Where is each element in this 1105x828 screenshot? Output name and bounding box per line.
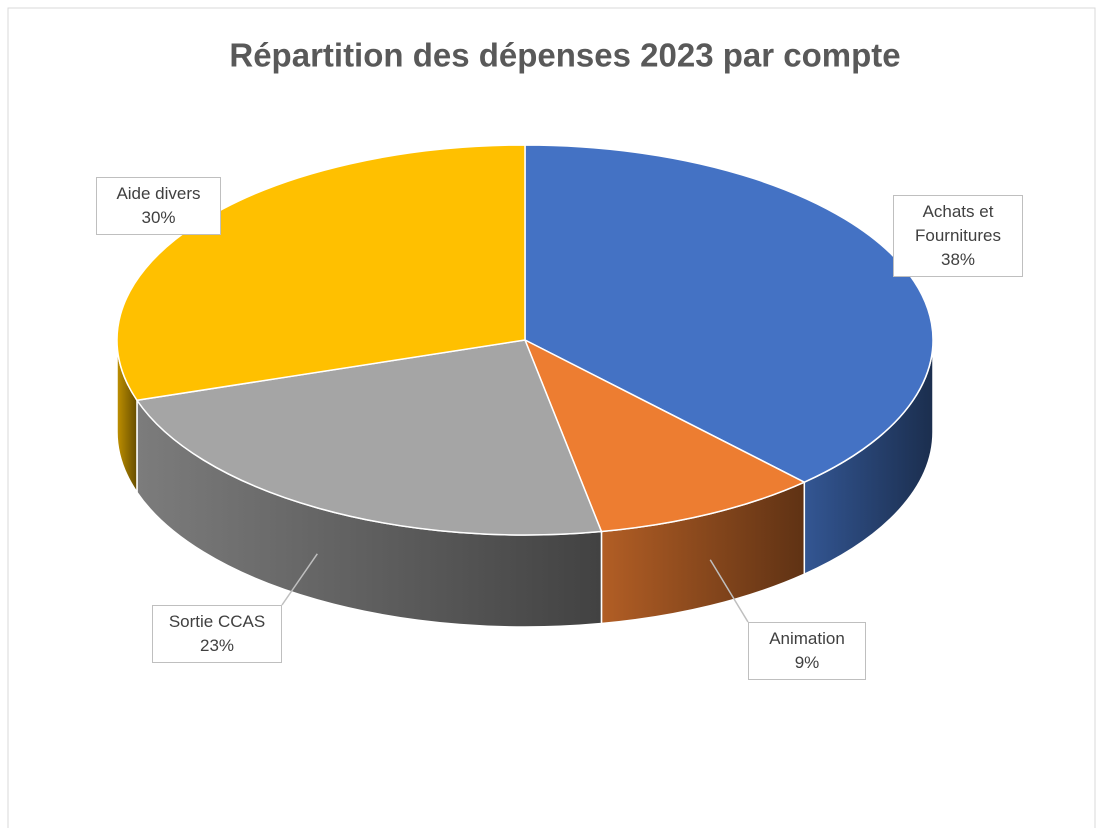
data-label: Sortie CCAS 23% bbox=[152, 605, 282, 663]
label-name: Achats et Fournitures bbox=[915, 202, 1001, 245]
chart-title: Répartition des dépenses 2023 par compte bbox=[229, 37, 900, 74]
label-name: Aide divers bbox=[116, 184, 201, 203]
slice bbox=[523, 338, 807, 533]
data-label: Animation 9% bbox=[748, 622, 866, 680]
slice bbox=[135, 339, 603, 536]
label-name: Sortie CCAS bbox=[168, 612, 266, 631]
label-value: 38% bbox=[940, 250, 976, 269]
label-value: 30% bbox=[141, 208, 176, 227]
data-label: Achats et Fournitures 38% bbox=[893, 195, 1023, 277]
leader-line bbox=[281, 553, 318, 606]
label-value: 9% bbox=[794, 653, 820, 672]
data-label: Aide divers 30% bbox=[96, 177, 221, 235]
leader-line bbox=[709, 559, 749, 623]
label-value: 23% bbox=[199, 636, 235, 655]
label-name: Animation bbox=[769, 629, 845, 648]
